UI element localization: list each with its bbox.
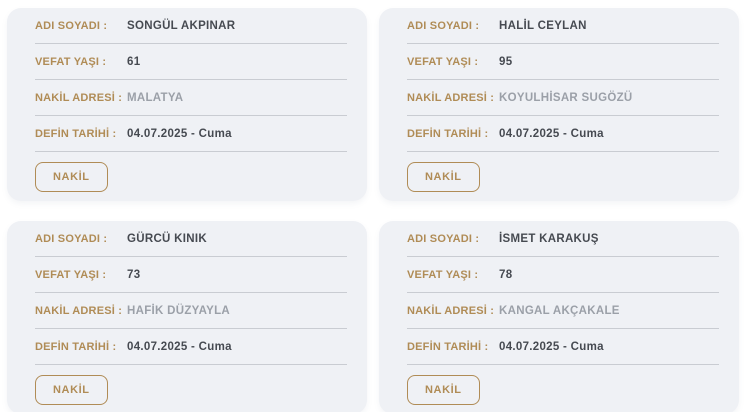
name-label: ADI SOYADI : <box>407 19 480 32</box>
age-label: VEFAT YAŞI : <box>407 268 479 281</box>
deceased-card: ADI SOYADI : İSMET KARAKUŞ VEFAT YAŞI : … <box>379 221 739 412</box>
burial-date-row: DEFİN TARİHİ : 04.07.2025 - Cuma <box>35 116 347 152</box>
name-label: ADI SOYADI : <box>35 19 108 32</box>
age-value: 61 <box>127 55 141 68</box>
deceased-card: ADI SOYADI : HALİL CEYLAN VEFAT YAŞI : 9… <box>379 8 739 201</box>
age-row: VEFAT YAŞI : 95 <box>407 44 719 80</box>
address-row: NAKİL ADRESİ : MALATYA <box>35 80 347 116</box>
burial-date-label: DEFİN TARİHİ : <box>407 340 489 353</box>
age-value: 78 <box>499 268 513 281</box>
burial-date-row: DEFİN TARİHİ : 04.07.2025 - Cuma <box>407 116 719 152</box>
address-value: KOYULHİSAR SUGÖZÜ <box>499 91 633 104</box>
burial-date-row: DEFİN TARİHİ : 04.07.2025 - Cuma <box>35 329 347 365</box>
address-row: NAKİL ADRESİ : KOYULHİSAR SUGÖZÜ <box>407 80 719 116</box>
name-value: HALİL CEYLAN <box>499 19 587 32</box>
address-value: MALATYA <box>127 91 184 104</box>
name-value: İSMET KARAKUŞ <box>499 232 599 245</box>
address-value: KANGAL AKÇAKALE <box>499 304 620 317</box>
age-value: 73 <box>127 268 141 281</box>
name-value: SONGÜL AKPINAR <box>127 19 236 32</box>
nakil-button[interactable]: NAKİL <box>407 162 480 192</box>
name-row: ADI SOYADI : GÜRCÜ KINIK <box>35 221 347 257</box>
age-value: 95 <box>499 55 513 68</box>
age-label: VEFAT YAŞI : <box>407 55 479 68</box>
age-row: VEFAT YAŞI : 61 <box>35 44 347 80</box>
age-row: VEFAT YAŞI : 73 <box>35 257 347 293</box>
address-row: NAKİL ADRESİ : HAFİK DÜZYAYLA <box>35 293 347 329</box>
deceased-card: ADI SOYADI : GÜRCÜ KINIK VEFAT YAŞI : 73… <box>7 221 367 412</box>
burial-date-value: 04.07.2025 - Cuma <box>127 340 232 353</box>
nakil-button[interactable]: NAKİL <box>35 162 108 192</box>
burial-date-label: DEFİN TARİHİ : <box>407 127 489 140</box>
name-label: ADI SOYADI : <box>407 232 480 245</box>
nakil-button[interactable]: NAKİL <box>407 375 480 405</box>
address-row: NAKİL ADRESİ : KANGAL AKÇAKALE <box>407 293 719 329</box>
burial-date-value: 04.07.2025 - Cuma <box>499 340 604 353</box>
address-label: NAKİL ADRESİ : <box>35 91 123 104</box>
age-row: VEFAT YAŞI : 78 <box>407 257 719 293</box>
deceased-card: ADI SOYADI : SONGÜL AKPINAR VEFAT YAŞI :… <box>7 8 367 201</box>
address-label: NAKİL ADRESİ : <box>407 91 495 104</box>
age-label: VEFAT YAŞI : <box>35 268 107 281</box>
name-label: ADI SOYADI : <box>35 232 108 245</box>
address-label: NAKİL ADRESİ : <box>407 304 495 317</box>
nakil-button[interactable]: NAKİL <box>35 375 108 405</box>
burial-date-value: 04.07.2025 - Cuma <box>127 127 232 140</box>
name-row: ADI SOYADI : İSMET KARAKUŞ <box>407 221 719 257</box>
burial-date-row: DEFİN TARİHİ : 04.07.2025 - Cuma <box>407 329 719 365</box>
name-row: ADI SOYADI : SONGÜL AKPINAR <box>35 8 347 44</box>
age-label: VEFAT YAŞI : <box>35 55 107 68</box>
burial-date-value: 04.07.2025 - Cuma <box>499 127 604 140</box>
burial-date-label: DEFİN TARİHİ : <box>35 340 117 353</box>
address-label: NAKİL ADRESİ : <box>35 304 123 317</box>
address-value: HAFİK DÜZYAYLA <box>127 304 231 317</box>
burial-date-label: DEFİN TARİHİ : <box>35 127 117 140</box>
name-value: GÜRCÜ KINIK <box>127 232 207 245</box>
name-row: ADI SOYADI : HALİL CEYLAN <box>407 8 719 44</box>
